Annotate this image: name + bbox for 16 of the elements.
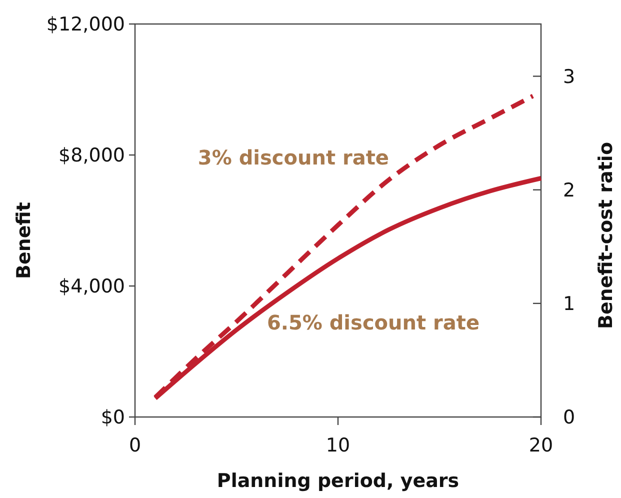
x-tick-label: 10 [326,434,350,457]
y2-axis-title: Benefit-cost ratio [595,142,617,329]
series-label: 6.5% discount rate [266,310,480,335]
y2-tick-label: 0 [562,406,576,429]
y-tick-label: $0 [100,406,125,429]
series-label: 3% discount rate [198,146,390,170]
y2-tick-label: 2 [562,179,576,202]
x-tick-label: 0 [128,434,142,457]
y-tick-label: $8,000 [58,144,125,167]
y-tick-label: $4,000 [58,276,125,298]
y2-tick-label: 3 [562,66,576,88]
y2-tick-label: 1 [562,293,576,316]
x-axis-title: Planning period, years [216,470,460,492]
x-tick-label: 20 [528,434,554,457]
y-axis-title: Benefit [13,202,35,279]
y-tick-label: $12,000 [46,14,125,36]
